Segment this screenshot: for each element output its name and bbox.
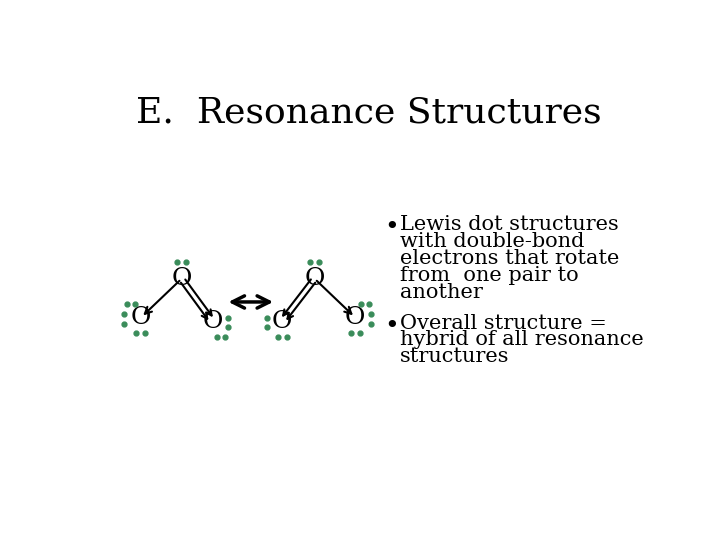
Text: Overall structure =: Overall structure = (400, 314, 607, 333)
Text: hybrid of all resonance: hybrid of all resonance (400, 330, 644, 349)
Text: from  one pair to: from one pair to (400, 266, 579, 285)
Text: O: O (305, 267, 325, 291)
Text: E.  Resonance Structures: E. Resonance Structures (137, 96, 602, 130)
Text: electrons that rotate: electrons that rotate (400, 249, 619, 268)
Text: O: O (272, 310, 292, 333)
Text: •: • (384, 215, 400, 239)
Text: O: O (131, 306, 151, 329)
Text: O: O (345, 306, 365, 329)
Text: with double-bond: with double-bond (400, 232, 585, 251)
Text: •: • (384, 314, 400, 338)
Text: O: O (202, 310, 222, 333)
Text: structures: structures (400, 347, 510, 367)
Text: another: another (400, 283, 483, 302)
Text: O: O (171, 267, 192, 291)
Text: Lewis dot structures: Lewis dot structures (400, 215, 618, 234)
